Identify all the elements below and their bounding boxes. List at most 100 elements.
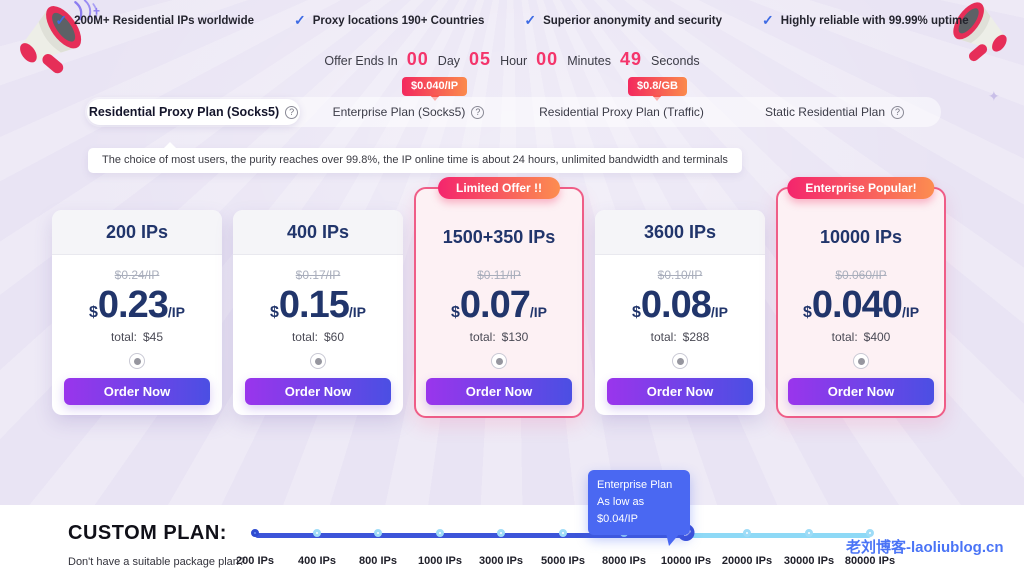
plan-radio[interactable]	[672, 353, 688, 369]
price-unit: /IP	[901, 304, 920, 320]
radio-dot	[314, 357, 322, 365]
ip-quantity-slider[interactable]: ✎ 200 IPs 400 IPs 800 IPs 1000 IPs 3000 …	[236, 524, 895, 567]
check-icon: ✓	[55, 12, 68, 28]
countdown-days: 00	[406, 49, 429, 69]
tooltip-line-1: Enterprise Plan	[597, 479, 673, 491]
help-icon[interactable]: ?	[285, 105, 299, 119]
plan-title-band: 400 IPs	[233, 210, 403, 255]
price-value: 0.23	[97, 284, 169, 326]
tooltip-line-2: As low as $0.04/IP	[597, 496, 645, 526]
order-now-button[interactable]: Order Now	[426, 378, 572, 405]
currency-symbol: $	[632, 304, 641, 321]
custom-plan-section: CUSTOM PLAN: Don't have a suitable packa…	[0, 505, 1024, 572]
order-now-button[interactable]: Order Now	[607, 378, 753, 405]
plan-radio[interactable]	[491, 353, 507, 369]
price-value: 0.08	[640, 284, 712, 326]
tab-label: Enterprise Plan (Socks5)	[332, 105, 466, 119]
plan-title-band: 200 IPs	[52, 210, 222, 255]
stop-label: 8000 IPs	[601, 555, 647, 567]
slider-stop-800[interactable]	[374, 529, 382, 537]
current-price: $ 0.040 /IP	[778, 284, 944, 326]
original-price: $0.10/IP	[657, 268, 703, 282]
limited-offer-ribbon: Limited Offer !!	[438, 177, 560, 199]
plan-title: 200 IPs	[105, 221, 169, 242]
slider-stop-200[interactable]	[251, 529, 259, 537]
countdown-hours: 05	[469, 49, 492, 69]
plan-radio[interactable]	[129, 353, 145, 369]
stop-label: 3000 IPs	[478, 555, 524, 567]
plan-title: 1500+350 IPs	[442, 227, 556, 247]
current-price: $ 0.07 /IP	[416, 284, 582, 326]
tab-residential-proxy-socks5[interactable]: Residential Proxy Plan (Socks5) ?	[87, 99, 300, 125]
countdown-minutes: 00	[536, 49, 559, 69]
feature-item: ✓ Highly reliable with 99.99% uptime	[762, 12, 969, 29]
plan-description: The choice of most users, the purity rea…	[88, 142, 742, 173]
slider-stop-5000[interactable]	[559, 529, 567, 537]
total-label: total:	[110, 330, 137, 344]
stop-label: 200 IPs	[236, 555, 274, 567]
plan-title: 400 IPs	[286, 221, 350, 242]
order-now-button[interactable]: Order Now	[64, 378, 210, 405]
plan-title: 10000 IPs	[819, 227, 903, 247]
radio-dot	[495, 357, 503, 365]
sparkle-icon: ✦	[988, 88, 1000, 104]
pricing-card-1500-350-ips: Limited Offer !! 1500+350 IPs $0.11/IP $…	[414, 177, 584, 418]
stop-label: 800 IPs	[359, 555, 397, 567]
slider-track-rest[interactable]	[686, 533, 871, 538]
feature-label: 200M+ Residential IPs worldwide	[74, 14, 254, 27]
feature-item: ✓ Superior anonymity and security	[524, 12, 722, 29]
megaphone-icon	[953, 2, 1007, 62]
total-label: total:	[469, 330, 496, 344]
help-icon[interactable]: ?	[471, 105, 485, 119]
radio-dot	[133, 357, 141, 365]
check-icon: ✓	[762, 12, 774, 28]
slider-stop-30000[interactable]	[805, 529, 813, 537]
price-unit: /IP	[710, 304, 728, 320]
tab-enterprise-plan-socks5[interactable]: Enterprise Plan (Socks5) ?	[302, 97, 515, 127]
original-price: $0.24/IP	[114, 268, 160, 282]
feature-label: Superior anonymity and security	[543, 14, 723, 27]
feature-item: ✓ Proxy locations 190+ Countries	[294, 12, 484, 29]
plan-radio[interactable]	[310, 353, 326, 369]
countdown-minutes-unit: Minutes	[567, 54, 611, 68]
total-price: total: $400	[778, 330, 944, 344]
slider-stop-80000[interactable]	[866, 529, 874, 537]
total-price: total: $288	[595, 330, 765, 344]
tab-residential-proxy-traffic[interactable]: Residential Proxy Plan (Traffic)	[515, 97, 728, 127]
slider-stop-400[interactable]	[313, 529, 321, 537]
order-now-button[interactable]: Order Now	[245, 378, 391, 405]
stop-label: 20000 IPs	[721, 555, 773, 567]
plus-deco-icon: +	[93, 4, 101, 18]
feature-label: Proxy locations 190+ Countries	[312, 14, 485, 27]
help-icon[interactable]: ?	[891, 105, 905, 119]
stop-label: 1000 IPs	[417, 555, 463, 567]
original-price: $0.11/IP	[477, 268, 521, 282]
plan-radio[interactable]	[853, 353, 869, 369]
price-callout-badge: $0.8/GB	[628, 77, 687, 96]
slider-stop-1000[interactable]	[436, 529, 444, 537]
plan-title-band: 10000 IPs	[778, 189, 944, 255]
order-now-button[interactable]: Order Now	[788, 378, 934, 405]
custom-plan-subtitle: Don't have a suitable package plan?	[68, 556, 246, 568]
current-price: $ 0.08 /IP	[595, 284, 765, 326]
price-unit: /IP	[348, 304, 366, 320]
original-price: $0.17/IP	[295, 268, 341, 282]
currency-symbol: $	[270, 304, 279, 321]
stop-label: 30000 IPs	[783, 555, 835, 567]
tab-label: Residential Proxy Plan (Traffic)	[539, 105, 704, 119]
total-value: $60	[323, 330, 345, 344]
total-price: total: $130	[416, 330, 582, 344]
price-unit: /IP	[529, 304, 547, 320]
slider-stop-3000[interactable]	[497, 529, 505, 537]
custom-plan-title: CUSTOM PLAN:	[68, 522, 227, 544]
enterprise-popular-ribbon: Enterprise Popular!	[787, 177, 935, 199]
plan-title: 3600 IPs	[643, 221, 717, 242]
total-label: total:	[650, 330, 677, 344]
slider-stop-20000[interactable]	[743, 529, 751, 537]
slider-track-filled[interactable]	[255, 533, 686, 538]
original-price: $0.060/IP	[835, 268, 887, 282]
plan-title-band: 3600 IPs	[595, 210, 765, 255]
tab-static-residential-plan[interactable]: Static Residential Plan ?	[728, 97, 941, 127]
feature-bar: ✓ 200M+ Residential IPs worldwide ✓ Prox…	[0, 12, 1024, 29]
enterprise-plan-tooltip: Enterprise Plan As low as $0.04/IP	[588, 470, 690, 547]
